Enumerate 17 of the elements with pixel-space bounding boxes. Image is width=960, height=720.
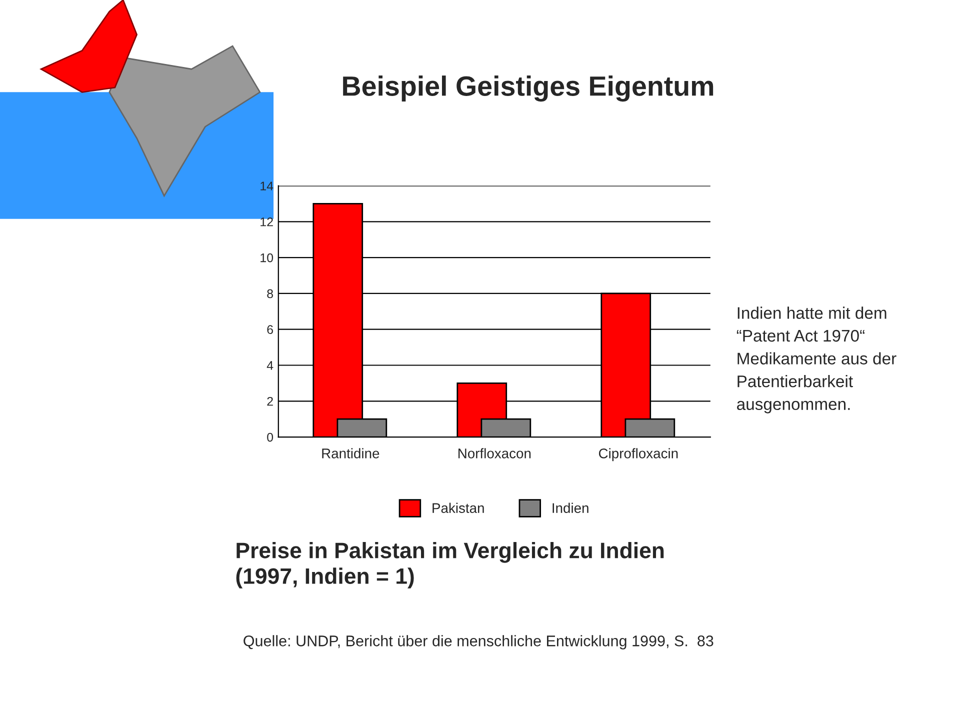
chart-title: Beispiel Geistiges Eigentum [343,76,714,102]
y-tick-label: 8 [267,289,273,298]
legend-label: Pakistan [432,502,484,513]
text: Preise in Pakistan im Vergleich zu Indien (1997, Indien = 1) [236,542,664,588]
x-tick-label: Rantidine [322,448,380,458]
text: Indien hatte mit dem “Patent Act 1970“ Medikamente aus der Patentierbarkeit ausgenommen. [736,306,896,414]
y-tick-label: 14 [260,182,274,190]
y-tick-label: 2 [267,396,273,406]
y-tick-label: 6 [267,325,273,334]
y-tick-label: 0 [267,432,274,442]
y-tick-label: 10 [260,253,274,262]
x-tick-label: Ciprofloxacin [598,448,678,462]
y-tick-label: 4 [266,361,274,370]
source-note: Quelle: UNDP, Bericht über die menschliche Entwicklung 1999, S. 83 [244,635,714,650]
legend-label: Indien [552,502,588,513]
y-tick-label: 12 [260,217,273,226]
x-tick-label: Norfloxacon [458,448,531,458]
